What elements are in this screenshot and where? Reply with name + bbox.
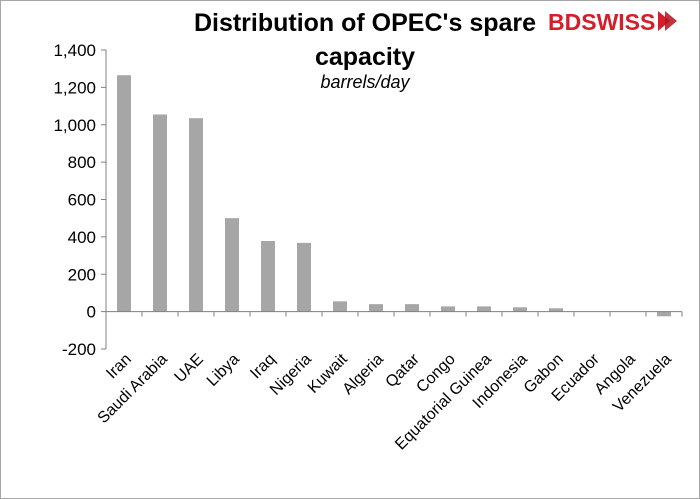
- logo-text-swiss: SWISS: [581, 9, 656, 35]
- y-tick-label: -200: [62, 340, 96, 359]
- bar: [153, 114, 167, 312]
- chart-title: Distribution of OPEC's spare capacity: [193, 9, 537, 71]
- bar: [189, 118, 203, 312]
- x-tick-label: Libya: [204, 351, 243, 390]
- logo-text-bd: BD: [548, 9, 582, 35]
- bar: [369, 304, 383, 312]
- y-tick-label: 1,400: [53, 41, 96, 60]
- logo-mark-icon: [658, 11, 678, 31]
- bar: [513, 307, 527, 312]
- bdswiss-logo: BDSWISS: [548, 9, 688, 39]
- bar: [333, 301, 347, 312]
- x-tick-label: Algeria: [340, 351, 387, 398]
- bar: [441, 306, 455, 312]
- bar: [549, 308, 563, 312]
- y-tick-label: 200: [68, 265, 96, 284]
- x-tick-label: Nigeria: [267, 351, 315, 399]
- y-tick-label: 400: [68, 228, 96, 247]
- y-tick-label: 800: [68, 153, 96, 172]
- bar: [477, 306, 491, 312]
- bar: [657, 311, 671, 317]
- bar: [117, 75, 131, 312]
- x-tick-label: Iraq: [247, 351, 279, 383]
- x-tick-label: Iran: [103, 351, 135, 383]
- y-tick-label: 1,200: [53, 78, 96, 97]
- x-tick-label: UAE: [172, 351, 207, 386]
- bar: [225, 218, 239, 312]
- y-tick-label: 600: [68, 191, 96, 210]
- y-tick-label: 1,000: [53, 116, 96, 135]
- bar: [261, 240, 275, 312]
- bars: [117, 75, 671, 317]
- bar: [405, 304, 419, 312]
- y-axis: -200 0 200 400 600 800 1,000 1,200 1,400: [53, 41, 107, 359]
- bar: [297, 242, 311, 312]
- y-tick-label: 0: [87, 303, 96, 322]
- chart-subtitle: barrels/day: [320, 72, 410, 92]
